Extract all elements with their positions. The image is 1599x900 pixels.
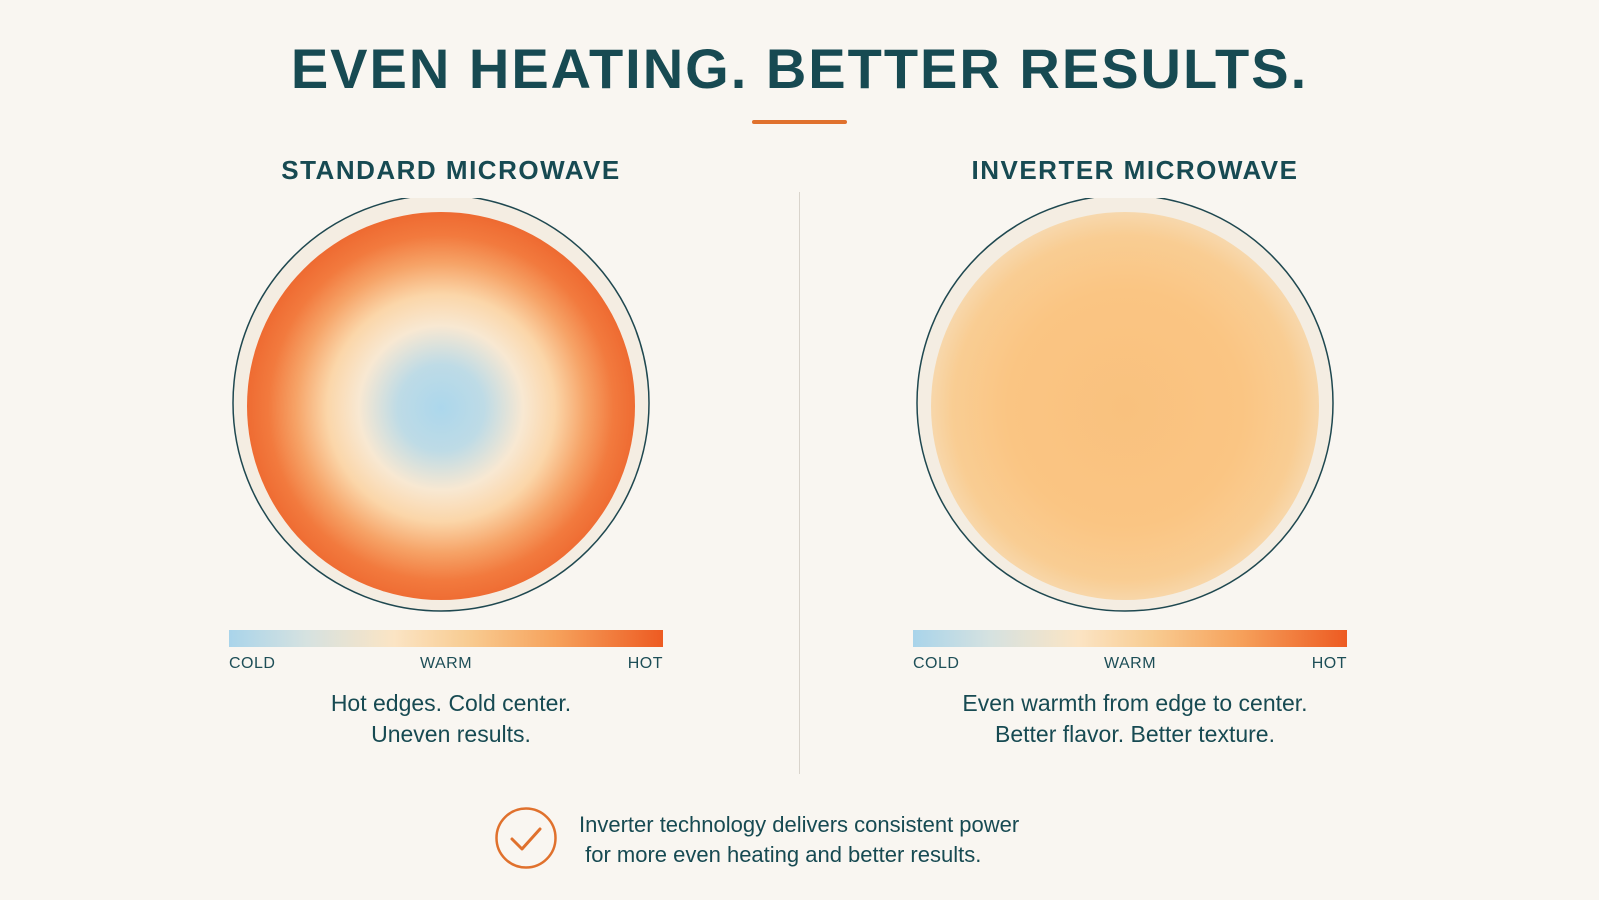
panel-title-inverter: INVERTER MICROWAVE — [971, 155, 1299, 185]
page-title: EVEN HEATING. BETTER RESULTS. — [290, 37, 1309, 100]
standard-plate-heatmap — [232, 198, 650, 612]
inverter-plate-heatmap — [916, 198, 1334, 612]
title-underline — [752, 120, 847, 124]
caption-line: Better flavor. Better texture. — [995, 721, 1275, 747]
temperature-scale-bar — [913, 630, 1347, 647]
temperature-scale-bar — [229, 630, 663, 647]
scale-label-warm: WARM — [1103, 655, 1157, 672]
temperature-scale-labels: COLD WARM HOT — [229, 655, 663, 675]
footer-line: for more even heating and better results… — [579, 842, 982, 867]
scale-label-hot: HOT — [627, 655, 663, 672]
scale-label-warm: WARM — [419, 655, 473, 672]
standard-caption: Hot edges. Cold center. Uneven results. — [171, 688, 731, 750]
panel-title-standard: STANDARD MICROWAVE — [281, 155, 621, 185]
footer-line: Inverter technology delivers consistent … — [579, 812, 1020, 837]
panel-divider — [799, 192, 800, 774]
temperature-scale-labels: COLD WARM HOT — [913, 655, 1347, 675]
heat-zone — [247, 212, 635, 600]
caption-line: Uneven results. — [371, 721, 531, 747]
footer-text: Inverter technology delivers consistent … — [579, 810, 1019, 870]
caption-line: Even warmth from edge to center. — [962, 690, 1308, 716]
heat-zone — [931, 212, 1319, 600]
scale-label-cold: COLD — [229, 655, 276, 672]
scale-label-hot: HOT — [1311, 655, 1347, 672]
caption-line: Hot edges. Cold center. — [330, 690, 572, 716]
footer-note: Inverter technology delivers consistent … — [494, 806, 1114, 870]
checkmark-circle-icon — [495, 807, 557, 869]
inverter-caption: Even warmth from edge to center. Better … — [855, 688, 1415, 750]
scale-label-cold: COLD — [913, 655, 960, 672]
